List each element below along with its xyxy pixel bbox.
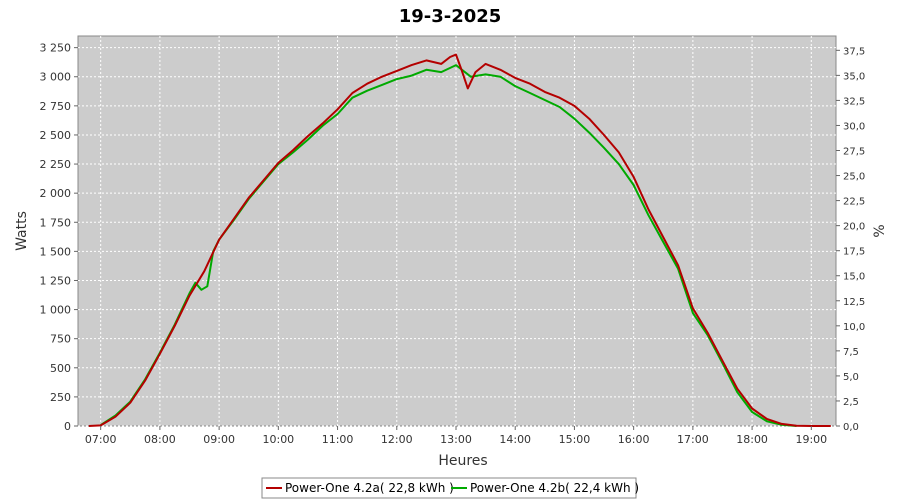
legend: Power-One 4.2a( 22,8 kWh ) Power-One 4.2… — [261, 477, 639, 499]
y-tick-label: 500 — [50, 362, 71, 375]
x-tick-label: 10:00 — [262, 433, 294, 446]
y2-tick-label: 17,5 — [843, 247, 865, 258]
y2-tick-label: 20,0 — [843, 222, 865, 233]
y2-tick-label: 2,5 — [843, 397, 859, 408]
y2-tick-label: 25,0 — [843, 172, 865, 183]
x-tick-label: 17:00 — [677, 433, 709, 446]
chart-title: 19-3-2025 — [399, 6, 502, 27]
y2-tick-label: 30,0 — [843, 121, 865, 132]
y-tick-label: 0 — [64, 420, 71, 433]
y-axis-title: Watts — [14, 211, 30, 251]
y-tick-label: 2 250 — [40, 158, 72, 171]
y2-axis: 0,0 2,5 5,0 7,5 10,0 12,5 15,0 17,5 20,0 22,5 25,0… — [836, 46, 865, 433]
y-tick-label: 750 — [50, 333, 71, 346]
y-tick-label: 3 250 — [40, 42, 72, 55]
y2-tick-label: 37,5 — [843, 46, 865, 57]
x-tick-label: 13:00 — [440, 433, 472, 446]
y2-tick-label: 32,5 — [843, 96, 865, 107]
y-tick-label: 1 750 — [40, 216, 72, 229]
y-tick-label: 2 000 — [40, 187, 72, 200]
y2-tick-label: 22,5 — [843, 197, 865, 208]
y2-tick-label: 7,5 — [843, 347, 859, 358]
y2-axis-title: % — [872, 224, 888, 237]
y2-tick-label: 12,5 — [843, 297, 865, 308]
y2-tick-label: 15,0 — [843, 272, 865, 283]
plot-area — [77, 35, 837, 427]
y-tick-label: 2 500 — [40, 129, 72, 142]
y2-tick-label: 0,0 — [843, 422, 859, 433]
y2-tick-label: 27,5 — [843, 147, 865, 158]
y-tick-label: 3 000 — [40, 71, 72, 84]
x-tick-label: 15:00 — [559, 433, 591, 446]
x-axis: 07:00 08:00 09:00 10:00 11:00 12:00 13:00 14:00… — [85, 426, 827, 446]
grid — [78, 36, 836, 427]
y2-tick-label: 5,0 — [843, 372, 859, 383]
x-tick-label: 11:00 — [322, 433, 354, 446]
x-axis-title: Heures — [438, 453, 487, 469]
x-tick-label: 18:00 — [736, 433, 768, 446]
legend-box — [261, 477, 637, 499]
y-tick-label: 250 — [50, 391, 71, 404]
y2-tick-label: 10,0 — [843, 322, 865, 333]
x-tick-label: 16:00 — [618, 433, 650, 446]
series-line-b — [100, 64, 797, 427]
series-line-a — [88, 53, 831, 427]
x-tick-label: 19:00 — [795, 433, 827, 446]
y2-tick-label: 35,0 — [843, 71, 865, 82]
y-tick-label: 1 000 — [40, 304, 72, 317]
x-tick-label: 09:00 — [203, 433, 235, 446]
x-tick-label: 14:00 — [499, 433, 531, 446]
x-tick-label: 07:00 — [85, 433, 117, 446]
legend-label-a: Power-One 4.2a( 22,8 kWh ) — [285, 481, 454, 495]
legend-label-b: Power-One 4.2b( 22,4 kWh ) — [470, 481, 639, 495]
series-layer — [88, 53, 831, 427]
x-tick-label: 12:00 — [381, 433, 413, 446]
y-tick-label: 1 250 — [40, 274, 72, 287]
y-tick-label: 2 750 — [40, 100, 72, 113]
x-tick-label: 08:00 — [144, 433, 176, 446]
y-axis: 0 250 500 750 1 000 1 250 1 500 1 750 2 000 2 250… — [40, 42, 78, 433]
y-tick-label: 1 500 — [40, 245, 72, 258]
